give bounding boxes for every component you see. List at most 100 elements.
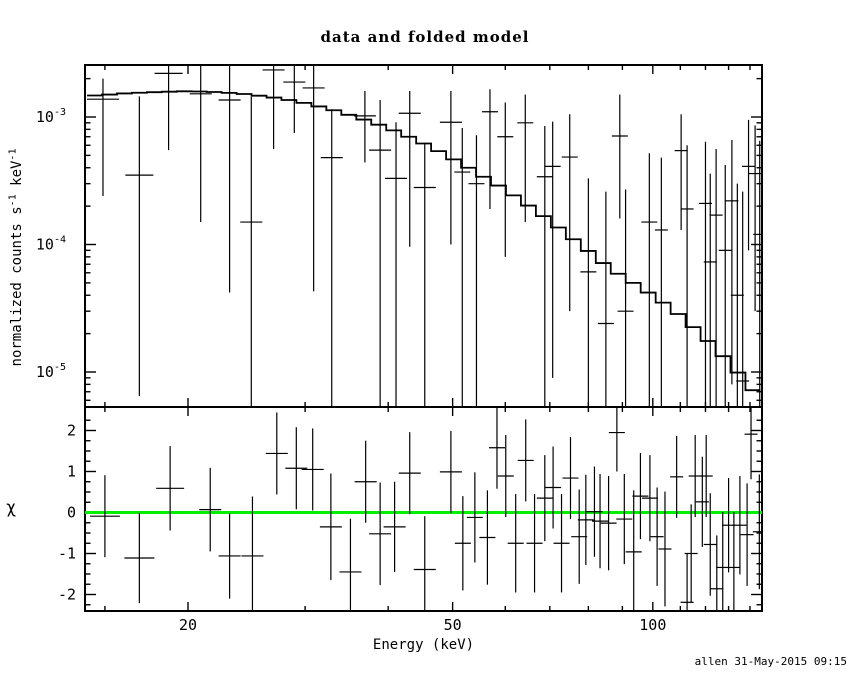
residual-cross [319,473,342,581]
y-axis-label-chi: χ [6,498,17,518]
residual-cross [439,430,462,513]
data-point-cross [580,178,597,406]
residual-cross [577,474,594,565]
residual-cross [562,437,579,520]
data-point-cross [611,94,628,219]
data-point-cross [481,89,498,209]
residual-cross [545,446,562,529]
residual-cross [658,491,672,607]
residual-cross [752,474,761,590]
data-point-cross [125,96,154,396]
residual-cross [592,473,609,569]
residual-cross [301,428,324,511]
data-point-cross [454,127,471,406]
chi-tick-label: 1 [67,463,76,481]
data-point-cross [439,90,462,245]
residual-cross [684,504,698,603]
residual-cross [703,493,717,596]
residual-cross [454,496,471,591]
x-axis-label: Energy (keV) [372,637,475,653]
residual-cross [650,487,664,586]
x-tick-label: 50 [444,616,462,634]
upper-panel-frame [84,64,763,408]
data-point-cross [262,66,285,150]
residual-cross [571,489,588,584]
data-point-cross [674,114,688,230]
residual-cross [517,419,534,502]
residual-cross [733,476,747,575]
residual-cross [727,512,741,610]
data-point-cross [742,119,756,251]
folded-model-path [87,90,761,392]
residual-cross [218,513,241,599]
residual-cross [124,512,155,604]
data-point-cross [517,94,534,223]
data-point-cross [468,135,485,406]
residual-cross [699,435,713,518]
residual-cross [710,535,724,610]
residual-cross [553,494,570,593]
data-point-cross [561,114,578,312]
chi-tick-label: -1 [58,545,76,563]
residual-cross [740,483,754,586]
y-tick-label-power: 10-3 [36,107,66,126]
data-point-cross [725,140,739,385]
data-point-cross [283,66,306,133]
data-point-cross [154,66,183,151]
residual-cross [89,475,120,558]
residual-cross [716,512,730,610]
residual-cross [526,494,543,593]
chi-tick-label: 0 [67,504,76,522]
data-point-cross [189,66,212,223]
y-tick-label-power: 10-4 [36,235,66,254]
residual-cross [241,496,264,610]
residual-cross [265,412,288,495]
residual-cross [688,435,702,518]
axis-tick-labels: 20 50 100 10-3 10-4 10-5 2 1 0 -1 -2 [36,107,666,634]
data-point-cross [353,90,376,163]
data-point-cross [320,109,343,406]
residual-cross [507,494,524,593]
residual-cross [616,473,633,565]
chi-tick-label: 2 [67,422,76,440]
data-point-cross [218,66,241,293]
data-point-cross [709,149,723,406]
data-point-cross [617,189,634,406]
data-point-cross [86,78,119,197]
residual-errorbars [89,408,761,610]
residual-cross [285,427,308,510]
data-point-cross [730,183,744,406]
residual-cross [670,435,684,518]
residual-cross [369,482,392,586]
panel-frames [84,64,763,612]
data-errorbars [86,66,761,406]
y-tick-label-power: 10-5 [36,362,66,381]
residual-cross [536,455,553,542]
data-point-cross [369,99,392,406]
x-tick-label: 20 [179,616,197,634]
data-point-cross [413,142,436,406]
data-point-cross [718,165,732,406]
residual-cross [641,455,658,542]
residual-cross [156,446,185,531]
residual-cross [466,472,483,563]
data-point-cross [544,121,561,378]
residual-cross [722,478,736,573]
residual-cross [398,432,421,515]
credit-text: allen 31-May-2015 09:15 [694,655,847,668]
residual-cross [744,408,758,480]
model-step-line [87,90,761,392]
residual-cross [695,456,709,547]
data-point-cross [597,191,614,406]
data-point-cross [497,102,514,257]
residual-cross [600,476,617,571]
chi-tick-label: -2 [58,586,76,604]
residual-cross [354,440,377,523]
data-point-cross [736,191,750,406]
axis-ticks [85,65,762,611]
plot-title: data and folded model [320,28,530,46]
data-point-cross [302,66,325,292]
data-point-cross [654,157,668,406]
data-point-cross [240,96,263,406]
